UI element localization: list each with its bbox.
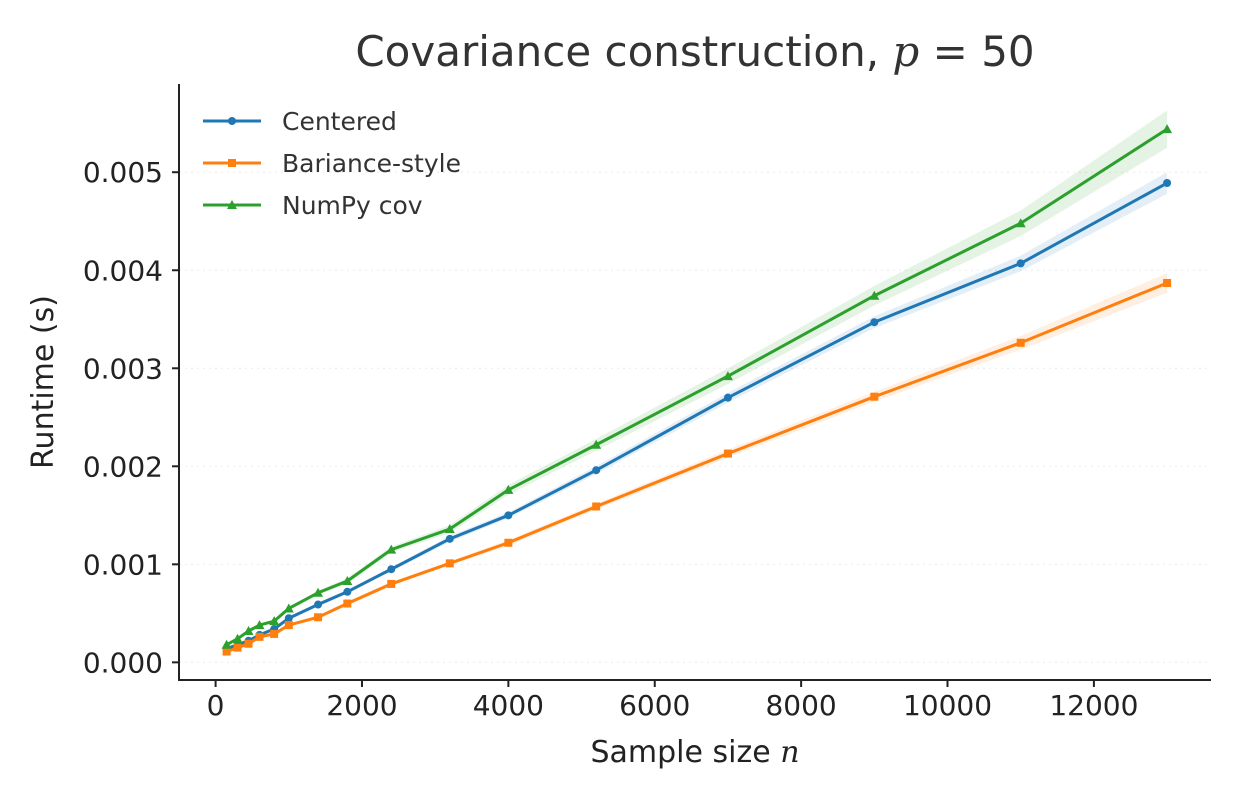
legend-label-centered: Centered: [282, 107, 397, 136]
point-centered: [284, 614, 293, 623]
grid: [179, 171, 1211, 663]
x-tick-label: 12000: [1049, 689, 1138, 722]
point-numpy-cov: [386, 544, 397, 554]
x-tick-label: 4000: [473, 689, 544, 722]
point-centered: [592, 466, 601, 475]
point-bariance-style: [445, 559, 454, 568]
point-bariance-style: [504, 538, 513, 547]
point-bariance-style: [723, 449, 732, 458]
legend-marker-numpy-cov: [227, 200, 237, 209]
point-numpy-cov: [269, 616, 280, 626]
point-bariance-style: [1016, 338, 1025, 347]
point-bariance-style: [387, 579, 396, 588]
line-numpy-cov: [225, 127, 1168, 647]
x-tick-label: 6000: [619, 689, 690, 722]
point-numpy-cov: [1162, 124, 1173, 134]
point-numpy-cov: [591, 439, 602, 449]
y-tick-label: 0.005: [83, 156, 163, 189]
series-markers: [221, 124, 1173, 656]
point-numpy-cov: [254, 620, 265, 630]
point-centered: [445, 534, 454, 543]
legend-label-numpy-cov: NumPy cov: [282, 191, 423, 220]
point-numpy-cov: [1015, 218, 1026, 228]
legend-item-centered: Centered: [203, 107, 397, 136]
line-centered: [226, 181, 1168, 651]
point-bariance-style: [244, 639, 253, 648]
x-axis-ticks: 0 2000 4000 6000 8000 10000 12000: [207, 680, 1138, 722]
point-bariance-style: [222, 647, 231, 656]
x-tick-label: 2000: [326, 689, 397, 722]
point-bariance-style: [870, 392, 879, 401]
series-lines: [225, 127, 1168, 653]
y-tick-label: 0.003: [83, 352, 163, 385]
point-numpy-cov: [243, 625, 254, 635]
point-centered: [1163, 179, 1172, 188]
point-bariance-style: [314, 613, 323, 622]
band-centered: [226, 172, 1168, 650]
point-centered: [504, 511, 513, 520]
x-tick-label: 8000: [765, 689, 836, 722]
point-numpy-cov: [232, 633, 243, 643]
point-numpy-cov: [503, 484, 514, 494]
point-bariance-style: [233, 643, 242, 652]
point-numpy-cov: [221, 639, 232, 649]
point-numpy-cov: [342, 575, 353, 585]
point-bariance-style: [592, 502, 601, 511]
y-tick-label: 0.004: [83, 254, 163, 287]
point-centered: [723, 393, 732, 402]
point-bariance-style: [270, 629, 279, 638]
legend: Centered Bariance-style NumPy cov: [203, 107, 461, 220]
legend-item-numpy-cov: NumPy cov: [203, 191, 423, 220]
legend-label-bariance-style: Bariance-style: [282, 149, 461, 178]
point-bariance-style: [255, 632, 264, 641]
y-tick-label: 0.002: [83, 450, 163, 483]
legend-marker-centered: [228, 117, 236, 125]
point-bariance-style: [1163, 278, 1172, 287]
point-centered: [387, 565, 396, 574]
legend-marker-bariance-style: [228, 159, 236, 167]
point-centered: [1016, 259, 1025, 268]
point-centered: [343, 587, 352, 596]
point-bariance-style: [343, 599, 352, 608]
y-tick-label: 0.001: [83, 548, 163, 581]
point-numpy-cov: [313, 587, 324, 597]
y-tick-label: 0.000: [83, 646, 163, 679]
x-axis-label: Sample size n: [590, 735, 799, 770]
point-bariance-style: [284, 621, 293, 630]
point-numpy-cov: [444, 524, 455, 534]
chart-title: Covariance construction, p = 50: [355, 27, 1034, 76]
line-bariance-style: [226, 281, 1168, 653]
y-axis-label: Runtime (s): [26, 295, 61, 469]
y-axis-ticks: 0.000 0.001 0.002 0.003 0.004 0.005: [83, 156, 179, 679]
point-centered: [314, 600, 323, 609]
point-numpy-cov: [869, 290, 880, 300]
point-numpy-cov: [283, 603, 294, 613]
point-numpy-cov: [722, 371, 733, 381]
x-tick-label: 0: [207, 689, 225, 722]
legend-item-bariance-style: Bariance-style: [203, 149, 461, 178]
x-tick-label: 10000: [903, 689, 992, 722]
point-centered: [870, 318, 879, 327]
